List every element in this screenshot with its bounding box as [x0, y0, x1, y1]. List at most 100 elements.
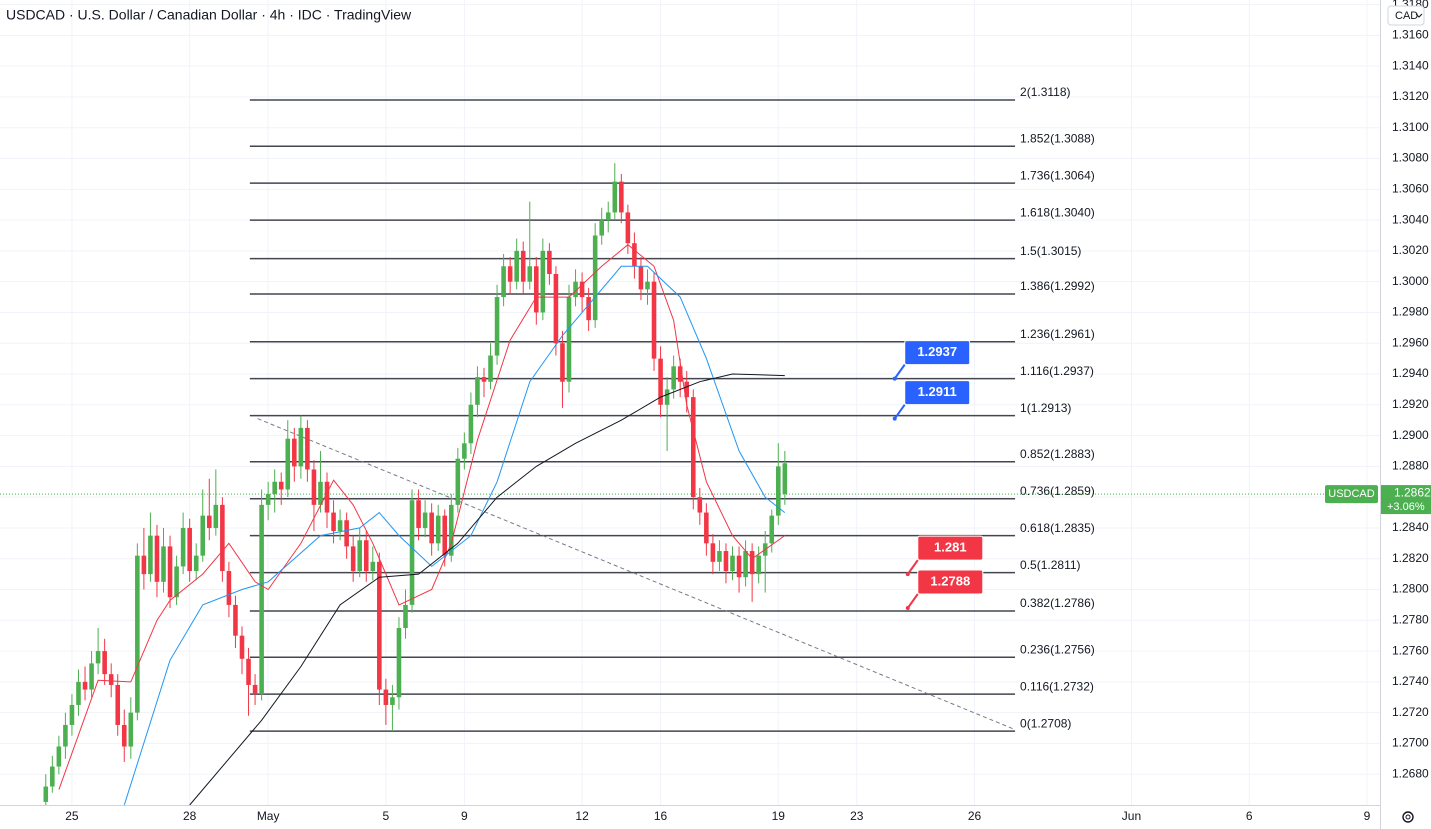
trendline: [257, 418, 1016, 731]
y-tick-label: 1.2800: [1392, 582, 1429, 596]
candle-body: [108, 674, 114, 685]
settings-icon[interactable]: [1402, 811, 1414, 823]
callout-pointer: [893, 404, 906, 420]
candle-body: [769, 515, 775, 544]
x-tick-label: 16: [654, 809, 668, 823]
candle-body: [252, 684, 258, 695]
candle-body: [311, 469, 317, 505]
fib-level-label: 1.386(1.2992): [1020, 279, 1095, 293]
x-tick-label: 19: [772, 809, 786, 823]
fib-level-label: 1.5(1.3015): [1020, 244, 1081, 258]
candle-body: [174, 566, 179, 598]
x-tick-label: May: [257, 809, 280, 823]
x-tick-label: 23: [850, 809, 864, 823]
callout-pointer: [906, 559, 919, 575]
chart-title: USDCAD · U.S. Dollar / Canadian Dollar ·…: [6, 7, 412, 23]
fib-level-label: 1.116(1.2937): [1020, 364, 1094, 378]
dropdown-caret[interactable]: [1415, 13, 1423, 18]
gear[interactable]: [1402, 811, 1414, 823]
candle-body: [259, 504, 264, 695]
candle-body: [377, 561, 382, 690]
fib-level-label: 1.852(1.3088): [1020, 131, 1095, 145]
symbol-label: USDCAD: [1328, 488, 1375, 500]
candle-body: [651, 281, 657, 359]
currency-label[interactable]: CAD: [1395, 10, 1418, 22]
candle-body: [710, 543, 716, 562]
candle-body: [442, 515, 448, 556]
candle-body: [638, 266, 644, 290]
candle-body: [690, 397, 696, 498]
price-badge: [1381, 485, 1431, 515]
candle-body: [50, 766, 55, 787]
candle-body: [272, 481, 277, 495]
candle-body: [645, 281, 650, 290]
candle-body: [599, 220, 604, 236]
y-tick-label: 1.3080: [1392, 151, 1429, 165]
candle-body: [462, 443, 467, 459]
candle-body: [573, 281, 578, 298]
candle-body: [43, 786, 49, 802]
fib-level-label: 0(1.2708): [1020, 716, 1071, 730]
candle-body: [396, 627, 402, 698]
callout-box: [917, 535, 984, 561]
candle-body: [89, 663, 94, 690]
moving-average: [58, 244, 786, 790]
y-tick-label: 1.2920: [1392, 397, 1429, 411]
plot: 1.2937 1.2911 1.281 1.2788: [0, 163, 1380, 813]
candle-body: [435, 515, 441, 544]
candle-body: [318, 481, 323, 505]
candle-body: [507, 266, 513, 282]
fib-level-label: 0.116(1.2732): [1020, 679, 1094, 693]
fib-level-label: 1(1.2913): [1020, 401, 1071, 415]
y-tick-label: 1.3040: [1392, 212, 1429, 226]
callout-label: 1.281: [934, 540, 967, 555]
callout-anchor: [905, 605, 910, 610]
candle-body: [749, 551, 755, 575]
candle-body: [547, 250, 552, 274]
candle-body: [350, 546, 356, 572]
y-tick-label: 1.2960: [1392, 335, 1429, 349]
candle-body: [501, 266, 506, 298]
y-tick-label: 1.3000: [1392, 274, 1429, 288]
x-tick-label: Jun: [1122, 809, 1141, 823]
candle-body: [102, 651, 107, 675]
currency-button[interactable]: [1387, 5, 1425, 26]
candle-body: [514, 250, 519, 282]
callout-label: 1.2911: [918, 384, 957, 399]
y-tick-label: 1.2940: [1392, 366, 1429, 380]
y-tick-label: 1.2700: [1392, 736, 1429, 750]
price-axis-bg: [1380, 0, 1431, 829]
callout-label: 1.2937: [917, 344, 957, 359]
candle-body: [468, 404, 474, 444]
callout-anchor: [905, 572, 910, 577]
candle-body: [213, 504, 219, 528]
y-tick-label: 1.2740: [1392, 674, 1429, 688]
candle-body: [95, 651, 101, 664]
candle-body: [527, 266, 533, 282]
y-tick-label: 1.2720: [1392, 705, 1429, 719]
candle-body: [278, 481, 284, 490]
candle-body: [200, 515, 206, 556]
x-tick-label: 25: [65, 809, 79, 823]
candle-body: [403, 604, 408, 628]
moving-average: [189, 373, 785, 806]
y-tick-label: 1.2840: [1392, 520, 1429, 534]
callout-anchor: [892, 376, 897, 381]
candle-body: [422, 512, 428, 528]
candle-body: [612, 181, 618, 213]
y-tick-label: 1.3180: [1392, 0, 1429, 11]
y-tick-label: 1.3160: [1392, 28, 1429, 42]
candle-body: [586, 297, 591, 321]
candle-body: [128, 712, 134, 747]
candle-body: [331, 512, 336, 532]
candle-body: [494, 297, 500, 356]
candle-body: [625, 212, 631, 244]
candle-body: [76, 681, 81, 705]
callout-box: [904, 380, 971, 406]
gear-center[interactable]: [1405, 814, 1411, 820]
moving-average: [123, 265, 786, 806]
candle-body: [265, 494, 271, 505]
fib-level-label: 1.618(1.3040): [1020, 205, 1095, 219]
candle-body: [233, 604, 238, 636]
